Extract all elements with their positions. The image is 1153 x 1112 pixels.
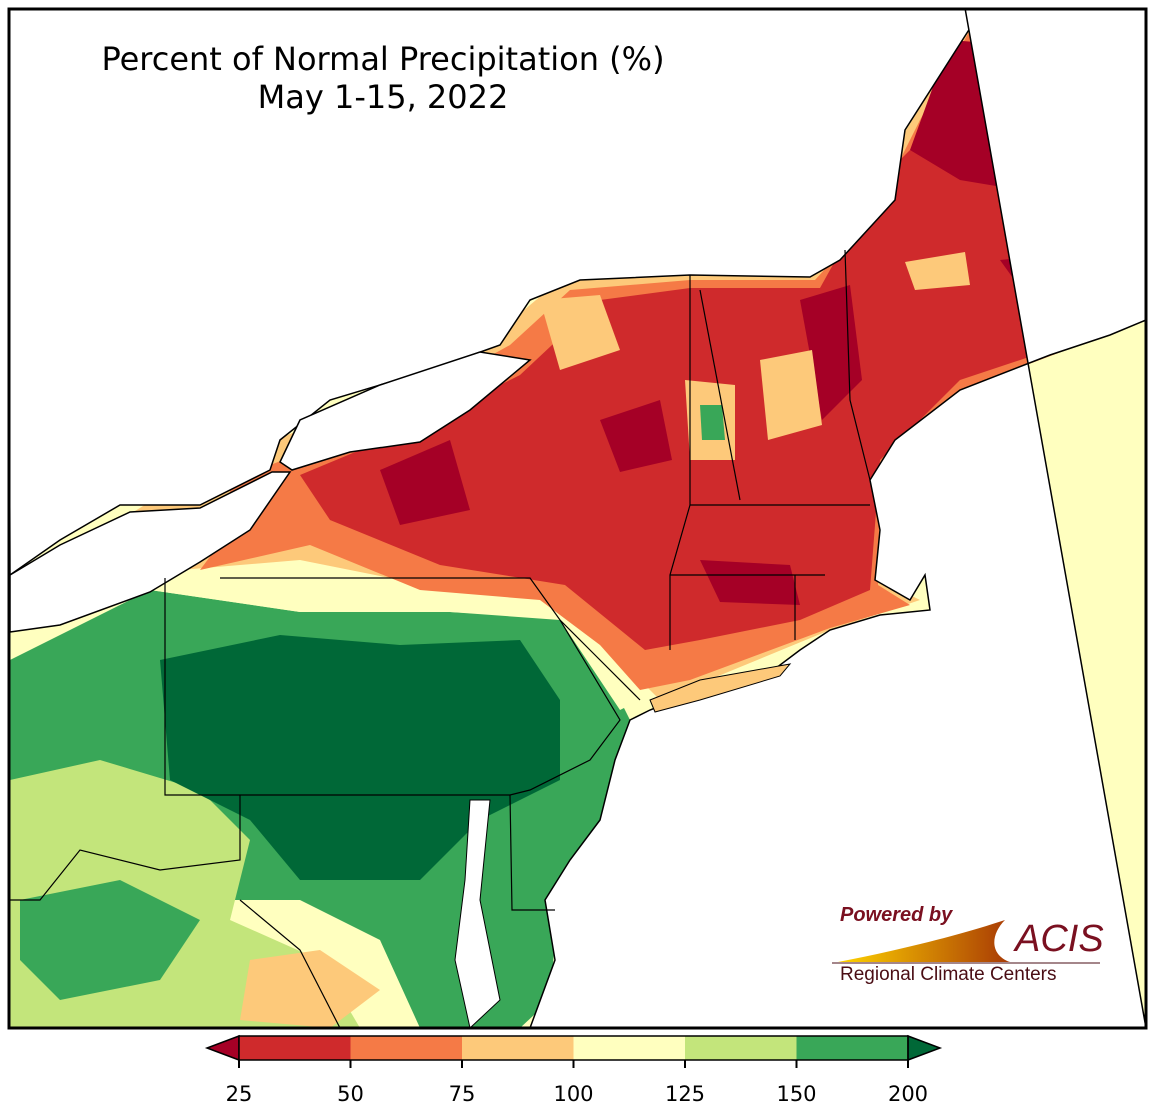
- zone-over-200: [160, 635, 560, 880]
- colorbar-cell: [573, 1036, 686, 1060]
- zone-orange-sw: [240, 950, 380, 1028]
- acis-logo: Powered by ACIS Regional Climate Centers: [830, 900, 1120, 1000]
- logo-acis: ACIS: [1015, 918, 1104, 960]
- colorbar-tick-label: 25: [225, 1082, 253, 1106]
- zone-green-sw: [20, 880, 200, 1000]
- state-borders: [10, 249, 871, 1028]
- colorbar-cell: [796, 1036, 909, 1060]
- colorbar-tick-label: 125: [664, 1082, 706, 1106]
- zone-under-25: [600, 400, 672, 472]
- zone-under-25: [700, 560, 800, 605]
- ocean: [529, 9, 1146, 1028]
- logo-powered-by: Powered by: [840, 904, 953, 926]
- zone-25-50: [300, 60, 1130, 650]
- zone-nh-patch: [760, 350, 822, 440]
- zone-ny-north-patch: [540, 295, 620, 370]
- colorbar-cell: [462, 1036, 574, 1060]
- chesapeake-bay: [454, 799, 501, 1028]
- colorbar-tick-label: 200: [887, 1082, 929, 1106]
- colorbar-arrow-low: [204, 1034, 240, 1062]
- map-title: Percent of Normal Precipitation (%): [101, 40, 665, 78]
- colorbar-tick-label: 150: [776, 1082, 817, 1106]
- colorbar-cell: [239, 1036, 351, 1060]
- lake-erie: [9, 471, 292, 633]
- zone-yellow-band: [10, 570, 640, 710]
- zone-me-patch: [905, 252, 970, 290]
- canada-white: [9, 9, 973, 577]
- colorbar-tick-label: 50: [337, 1082, 364, 1106]
- colorbar-cell: [685, 1036, 797, 1060]
- colorbar-cell: [350, 1036, 463, 1060]
- map-subtitle-date: May 1-15, 2022: [257, 78, 509, 116]
- colorbar: [204, 1034, 943, 1068]
- colorbar-arrow-high: [907, 1034, 943, 1062]
- colorbar-tick-label: 100: [553, 1082, 594, 1106]
- logo-regional-climate-centers: Regional Climate Centers: [840, 964, 1057, 985]
- acis-swoosh-logo: [838, 920, 1010, 962]
- zone-under-25: [380, 440, 470, 525]
- long-island: [649, 663, 792, 713]
- map-frame: [7, 7, 1148, 1030]
- zone-under-25: [800, 285, 862, 420]
- colorbar-tick-label: 75: [448, 1082, 476, 1106]
- zone-vt-patch-green: [700, 405, 725, 440]
- lake-ontario: [279, 351, 532, 471]
